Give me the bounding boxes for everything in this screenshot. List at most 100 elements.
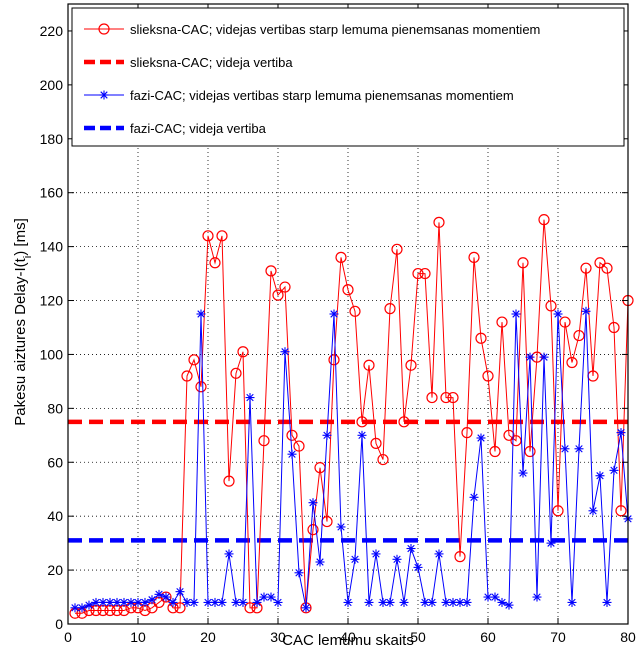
star-marker — [91, 597, 101, 607]
y-tick-label: 20 — [47, 562, 63, 578]
star-marker — [574, 444, 584, 454]
circle-marker — [489, 445, 501, 458]
circle-marker — [454, 551, 466, 563]
y-tick-label: 180 — [40, 131, 64, 147]
legend-label: fazi-CAC; videja vertiba — [130, 121, 267, 136]
star-marker — [490, 592, 500, 602]
star-marker — [329, 309, 339, 319]
x-tick-label: 70 — [550, 629, 566, 645]
x-tick-label: 10 — [130, 629, 146, 645]
x-tick-label: 40 — [340, 629, 356, 645]
star-marker — [343, 597, 353, 607]
circle-marker — [370, 437, 382, 449]
star-marker — [301, 603, 311, 613]
star-marker — [266, 592, 276, 602]
star-marker — [511, 309, 521, 319]
star-marker — [518, 468, 528, 478]
circle-marker — [279, 281, 291, 293]
circle-marker — [433, 216, 445, 228]
circle-marker — [440, 391, 452, 404]
circle-marker — [496, 316, 508, 328]
axis-ticks: 0 10 20 30 40 50 60 70 80 0 20 40 60 80 100 120 140 160 18… — [40, 4, 636, 645]
circle-marker — [286, 429, 298, 441]
circle-marker — [573, 329, 585, 342]
circle-marker — [398, 416, 410, 428]
x-tick-label: 30 — [270, 629, 286, 645]
star-marker — [413, 562, 423, 572]
star-marker — [434, 549, 444, 559]
y-tick-label: 0 — [55, 616, 63, 632]
circle-marker — [475, 332, 487, 344]
circle-marker — [349, 305, 361, 317]
legend-label: slieksna-CAC; videjas vertibas starp lem… — [130, 22, 540, 37]
circle-marker — [328, 354, 340, 366]
circle-marker — [510, 435, 522, 447]
star-marker — [546, 538, 556, 548]
y-label-part: ) [ms] — [12, 218, 29, 256]
star-marker — [602, 597, 612, 607]
circle-marker — [524, 445, 536, 458]
circle-marker — [538, 214, 550, 226]
star-marker — [99, 90, 109, 100]
circle-marker — [223, 475, 235, 487]
star-marker — [203, 597, 213, 607]
y-tick-label: 40 — [47, 508, 63, 524]
circle-marker — [580, 262, 592, 274]
series-2 — [70, 306, 633, 613]
star-marker — [245, 393, 255, 403]
circle-marker — [265, 265, 277, 277]
circle-marker — [405, 359, 417, 371]
star-marker — [273, 597, 283, 607]
legend: slieksna-CAC; videjas vertibas starp lem… — [71, 7, 625, 147]
circle-marker — [307, 524, 319, 536]
y-tick-label: 80 — [47, 400, 63, 416]
star-marker — [217, 597, 227, 607]
y-tick-label: 220 — [40, 23, 64, 39]
circle-marker — [566, 356, 578, 369]
star-marker — [175, 587, 185, 597]
star-marker — [140, 597, 150, 607]
star-marker — [385, 597, 395, 607]
legend-item: slieksna-CAC; videjas vertibas starp lem… — [84, 22, 540, 37]
star-marker — [476, 433, 486, 443]
legend-label: slieksna-CAC; videja vertiba — [130, 55, 293, 70]
circle-marker — [545, 300, 557, 312]
circle-marker — [503, 429, 515, 441]
star-marker — [336, 522, 346, 532]
y-tick-label: 140 — [40, 239, 64, 255]
circle-marker — [98, 23, 110, 35]
star-marker — [252, 597, 262, 607]
series-0 — [69, 214, 634, 619]
star-marker — [497, 597, 507, 607]
circle-marker — [461, 427, 473, 439]
star-marker — [77, 603, 87, 613]
circle-marker — [594, 257, 606, 269]
y-tick-label: 100 — [40, 346, 64, 362]
star-marker — [280, 347, 290, 357]
y-label-subscript: i — [22, 256, 34, 258]
star-marker — [84, 600, 94, 610]
circle-marker — [230, 367, 242, 379]
star-marker — [595, 471, 605, 481]
star-marker — [364, 597, 374, 607]
circle-marker — [601, 262, 613, 274]
star-marker — [168, 597, 178, 607]
x-tick-label: 0 — [64, 629, 72, 645]
legend-box — [71, 7, 625, 147]
circle-marker — [384, 303, 396, 315]
star-marker — [350, 554, 360, 564]
y-tick-label: 160 — [40, 185, 64, 201]
legend-item: fazi-CAC; videja vertiba — [84, 121, 267, 136]
circle-marker — [377, 453, 389, 466]
star-marker — [238, 597, 248, 607]
circle-marker — [391, 243, 403, 255]
star-marker — [609, 465, 619, 475]
circle-marker — [272, 289, 284, 301]
star-marker — [161, 592, 171, 602]
x-tick-label: 20 — [200, 629, 216, 645]
star-marker — [532, 592, 542, 602]
y-label-part: Pakesu aiztures Delay-I(t — [12, 257, 29, 425]
circle-marker — [363, 359, 375, 371]
circle-marker — [209, 257, 221, 269]
